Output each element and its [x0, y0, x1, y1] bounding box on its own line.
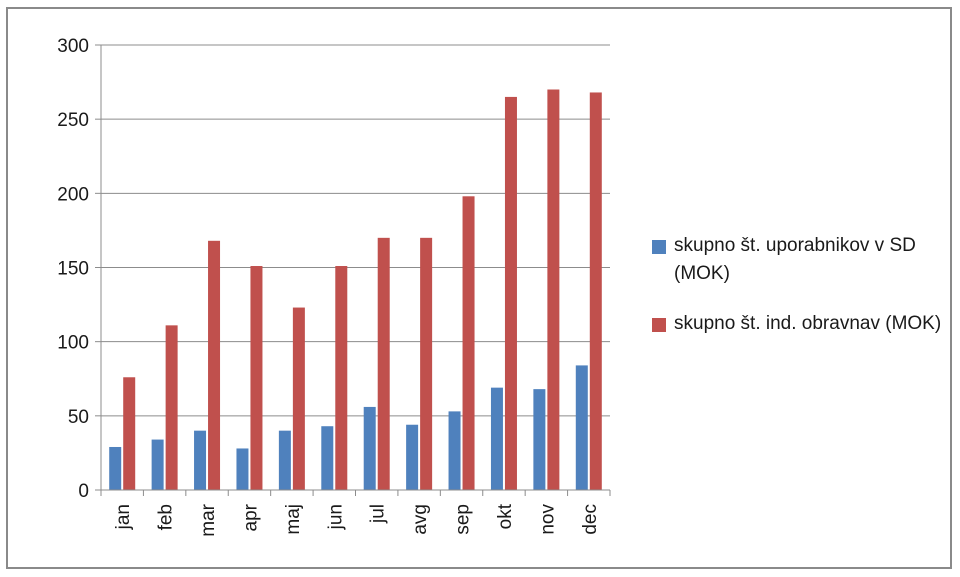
x-tick-label: mar — [198, 503, 219, 536]
bar-treatments — [250, 266, 263, 490]
gridlines — [101, 44, 610, 417]
x-tick-label: nov — [537, 504, 558, 535]
legend-label-users: skupno št. uporabnikov v SD (MOK) — [674, 235, 916, 284]
bar-users — [321, 426, 334, 490]
x-tick-label: jul — [368, 504, 389, 524]
bar-users — [575, 365, 588, 490]
x-tick-label: maj — [283, 504, 304, 535]
legend-swatch-users — [652, 240, 666, 254]
x-tick-label: jun — [325, 504, 346, 530]
x-tick-label: feb — [156, 504, 177, 530]
x-tick-label: jan — [113, 504, 134, 530]
bar-treatments — [165, 325, 178, 490]
bar-treatments — [292, 307, 305, 490]
bar-users — [490, 387, 503, 490]
bar-users — [109, 446, 122, 490]
bar-users — [151, 439, 164, 490]
legend: skupno št. uporabnikov v SD (MOK) skupno… — [652, 232, 952, 360]
bar-treatments — [504, 96, 517, 491]
bar-users — [448, 411, 461, 490]
bar-treatments — [420, 237, 433, 490]
bar-treatments — [547, 89, 560, 490]
x-tick-labels: jan feb mar apr maj jun jul avg sep okt nov dec — [113, 503, 601, 536]
x-tick-label: dec — [580, 504, 601, 535]
chart-frame — [6, 7, 952, 569]
axes — [95, 44, 611, 496]
bar-treatments — [335, 266, 348, 490]
y-tick-label: 100 — [57, 333, 89, 354]
y-tick-label: 0 — [78, 481, 89, 502]
x-tick-label: apr — [240, 503, 261, 531]
x-tick-label: avg — [410, 504, 431, 535]
bar-users — [363, 406, 376, 490]
y-tick-label: 150 — [57, 259, 89, 280]
bar-users — [236, 448, 249, 490]
bar-users — [278, 430, 291, 490]
bar-users — [533, 389, 546, 490]
y-tick-label: 300 — [57, 36, 89, 57]
bar-users — [194, 430, 207, 490]
legend-item-treatments: skupno št. ind. obravnav (MOK) — [652, 310, 952, 338]
y-tick-labels: 0 50 100 150 200 250 300 — [57, 36, 89, 502]
bar-treatments — [377, 237, 390, 490]
x-tick-label: okt — [495, 503, 516, 529]
bar-treatments — [589, 92, 602, 490]
y-tick-label: 50 — [68, 407, 89, 428]
legend-label-treatments: skupno št. ind. obravnav (MOK) — [674, 313, 942, 334]
y-tick-label: 250 — [57, 110, 89, 131]
bar-treatments — [208, 240, 221, 490]
y-tick-label: 200 — [57, 184, 89, 205]
bar-treatments — [123, 377, 136, 490]
bar-treatments — [462, 196, 475, 491]
x-tick-label: sep — [453, 504, 474, 535]
bars — [109, 89, 602, 491]
legend-item-users: skupno št. uporabnikov v SD (MOK) — [652, 232, 952, 288]
legend-swatch-treatments — [652, 318, 666, 332]
bar-users — [406, 424, 419, 490]
